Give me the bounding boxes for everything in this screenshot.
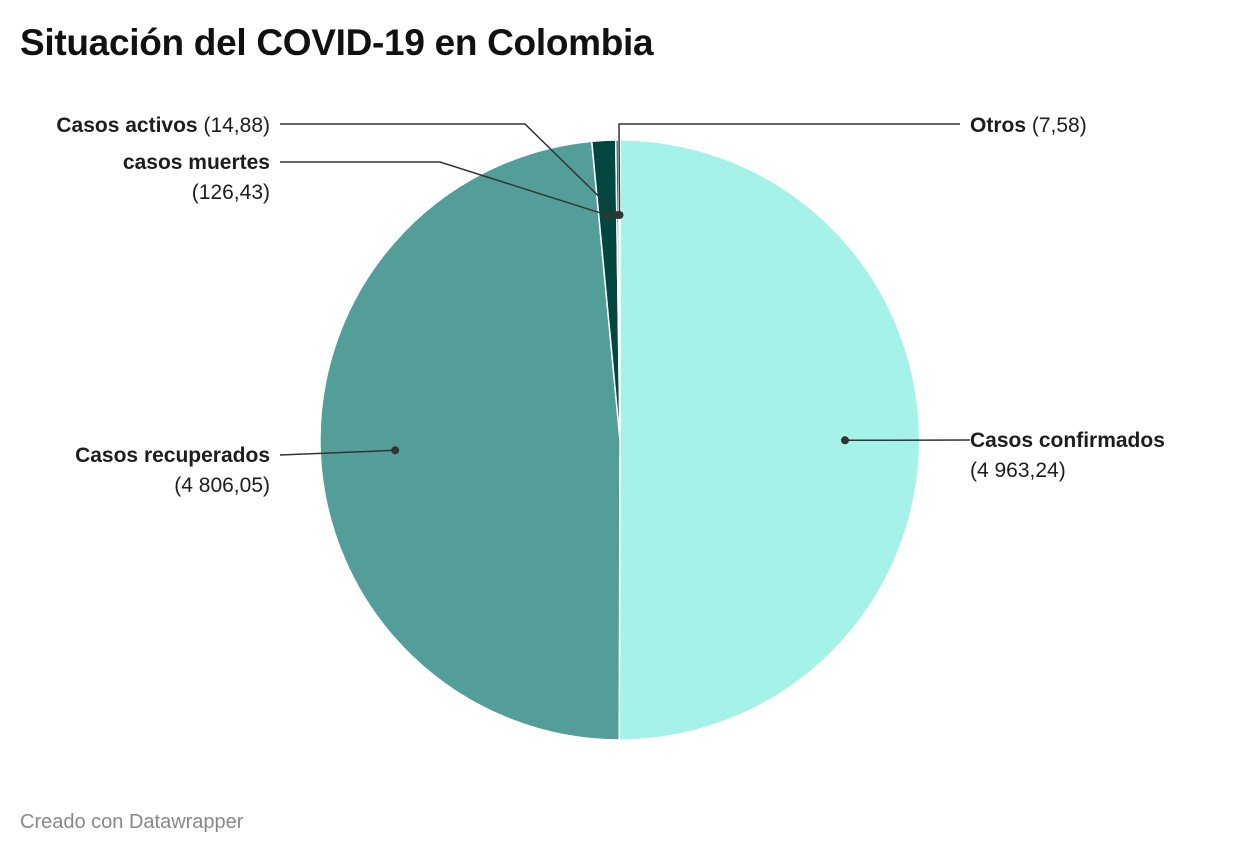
- leader-dot-otros: [615, 211, 624, 219]
- pie-slice-casos-recuperados: [319, 140, 621, 741]
- slice-labels: Casos confirmados (4 963,24) Casos recuper…: [56, 114, 1165, 497]
- slice-label-value: (4 806,05): [174, 474, 270, 497]
- leader-line-casos-recuperados: [279, 449, 396, 456]
- slice-label-name: casos muertes: [123, 151, 270, 174]
- slice-label-casos-activos: Casos activos (14,88): [56, 114, 270, 137]
- pie-slices: [319, 139, 921, 741]
- slice-label-value: (7,58): [1026, 114, 1087, 137]
- chart-title: Situación del COVID-19 en Colombia: [20, 22, 654, 63]
- leader-line-casos-activos: [280, 123, 619, 216]
- slice-label-name: Casos recuperados: [75, 444, 270, 467]
- leader-line-casos-muertes: [280, 161, 609, 217]
- leader-lines: [279, 123, 971, 456]
- slice-label-name: Casos confirmados: [970, 429, 1165, 452]
- datawrapper-credit: Creado con Datawrapper: [20, 811, 244, 833]
- slice-label-value: (14,88): [198, 114, 270, 137]
- leader-dot-casos-muertes: [603, 211, 612, 220]
- slice-label-casos-confirmados: Casos confirmados (4 963,24): [970, 429, 1165, 482]
- slice-label-value: (126,43): [192, 181, 270, 204]
- leader-dot-casos-recuperados: [391, 446, 400, 455]
- slice-label-casos-muertes: casos muertes (126,43): [123, 151, 270, 204]
- leader-dot-casos-confirmados: [841, 436, 849, 445]
- slice-label-value: (4 963,24): [970, 459, 1066, 482]
- slice-label-otros: Otros (7,58): [970, 114, 1087, 137]
- slice-label-casos-recuperados: Casos recuperados (4 806,05): [75, 444, 270, 497]
- slice-label-name: Casos activos: [56, 114, 197, 137]
- leader-line-otros: [618, 123, 960, 216]
- slice-label-name: Otros: [970, 114, 1026, 137]
